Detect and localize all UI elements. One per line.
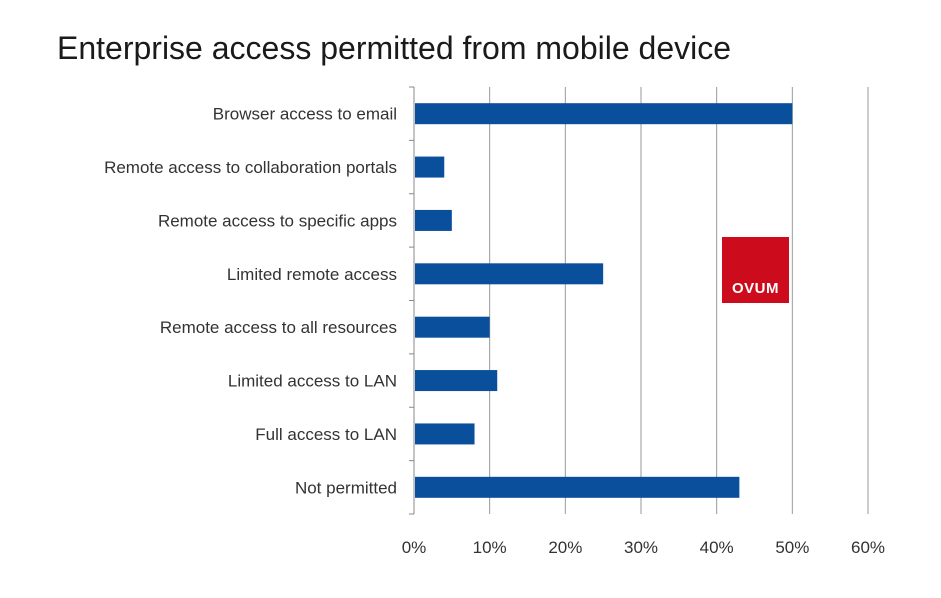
axes <box>409 86 415 515</box>
x-tick-label: 60% <box>851 538 885 557</box>
bar <box>415 209 452 231</box>
category-label: Limited remote access <box>227 265 397 284</box>
category-label: Remote access to specific apps <box>158 211 397 230</box>
category-label: Limited access to LAN <box>228 372 397 391</box>
category-label: Browser access to email <box>213 105 397 124</box>
bar <box>415 370 498 392</box>
bar <box>415 156 445 178</box>
tick-labels: 0% 10% 20% 30% 40% 50% 60% <box>402 538 885 557</box>
category-labels: Browser access to email Remote access to … <box>104 105 397 498</box>
grid-lines <box>489 87 869 514</box>
x-tick-label: 0% <box>402 538 427 557</box>
x-tick-label: 50% <box>775 538 809 557</box>
x-tick-label: 10% <box>473 538 507 557</box>
x-tick-label: 40% <box>700 538 734 557</box>
category-label: Full access to LAN <box>255 425 397 444</box>
chart-title: Enterprise access permitted from mobile … <box>57 30 732 66</box>
category-label: Remote access to all resources <box>160 318 397 337</box>
ovum-logo-text: OVUM <box>732 280 779 297</box>
bar <box>415 316 490 338</box>
bar <box>415 103 793 125</box>
category-label: Not permitted <box>295 478 397 497</box>
bar <box>415 263 604 285</box>
bars <box>415 103 793 498</box>
x-tick-label: 30% <box>624 538 658 557</box>
x-tick-label: 20% <box>548 538 582 557</box>
bar <box>415 476 740 498</box>
ovum-logo: OVUM <box>722 237 789 303</box>
bar <box>415 423 475 445</box>
category-label: Remote access to collaboration portals <box>104 158 397 177</box>
